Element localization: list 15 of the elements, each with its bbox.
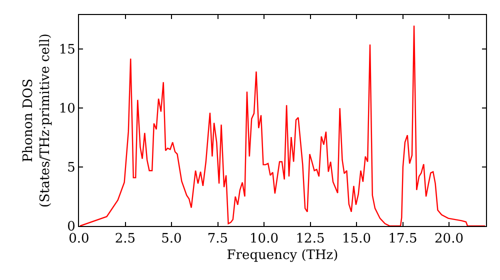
x-tick-label: 10.0 (250, 232, 278, 247)
line-series (79, 25, 486, 226)
x-tick-label: 12.5 (296, 232, 325, 247)
y-tick-label: 15 (58, 42, 76, 58)
x-axis-title: Frequency (THz) (226, 248, 338, 264)
x-tick-label: 17.5 (388, 232, 418, 247)
y-tick-label: 10 (58, 102, 76, 117)
x-tick-label: 20.0 (434, 232, 464, 247)
x-tick-label: 15.0 (342, 232, 371, 247)
y-tick-label: 5 (67, 160, 76, 176)
x-tick-label: 0.0 (68, 232, 90, 247)
y-axis-title: Phonon DOS (States/THz·primitive cell) (20, 33, 53, 208)
x-tick-label: 2.5 (114, 232, 136, 247)
x-tick-label: 5.0 (161, 232, 182, 247)
x-tick-label: 7.5 (207, 232, 228, 247)
